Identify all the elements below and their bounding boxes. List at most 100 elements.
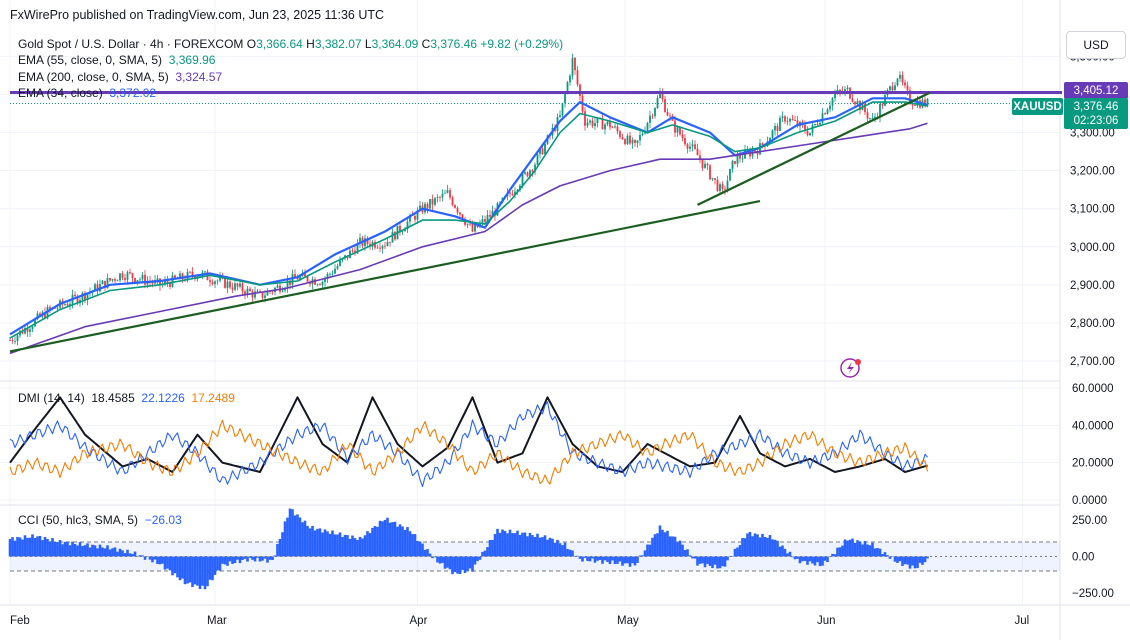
candle-body (646, 122, 649, 132)
cci-bar (48, 541, 52, 557)
dmi-legend[interactable]: DMI (14, 14) 18.4585 22.1226 17.2489 (18, 391, 235, 405)
candle-body (451, 197, 454, 206)
candle-body (36, 313, 39, 320)
cci-bar (208, 556, 212, 580)
cci-bar (391, 522, 394, 557)
cci-bar (233, 556, 237, 564)
ema200-legend[interactable]: EMA (200, close, 0, SMA, 5) 3,324.57 (18, 70, 222, 84)
candle-body (574, 57, 576, 71)
cci-bar (621, 556, 624, 566)
candle-body (756, 151, 759, 155)
candle-body (869, 118, 871, 120)
candle-body (296, 277, 299, 280)
candle-body (726, 180, 729, 190)
time-axis[interactable]: Feb Mar Apr May Jun Jul (10, 615, 1029, 627)
cci-bar (541, 537, 544, 557)
cci-bar (861, 544, 864, 557)
cci-bar (376, 526, 379, 557)
cci-bar (703, 556, 707, 568)
candle-body (64, 304, 66, 305)
cci-bar (768, 535, 772, 557)
level-badge-value: 3,405.12 (1074, 85, 1119, 97)
trendline[interactable] (9, 200, 761, 353)
cci-bar (911, 556, 914, 566)
price-tick-label: 3,200.00 (1070, 166, 1115, 178)
cci-bar (23, 535, 27, 557)
cci-bar (833, 554, 837, 557)
candle-body (179, 273, 181, 280)
dmi-plus-line (9, 401, 928, 488)
trendline[interactable] (697, 91, 931, 206)
symbol-legend[interactable]: Gold Spot / U.S. Dollar · 4h · FOREXCOM … (18, 37, 563, 51)
candle-body (741, 158, 744, 160)
currency-button[interactable]: USD (1066, 31, 1126, 59)
cci-bar (716, 556, 719, 569)
trendlines[interactable] (9, 91, 1062, 353)
candle-body (719, 184, 721, 192)
candle-body (636, 140, 639, 144)
cci-bar (513, 533, 517, 557)
candle-body (706, 163, 709, 166)
ema34-line (9, 97, 928, 336)
candle-body (291, 274, 294, 285)
cci-bar (463, 556, 467, 573)
cci-bar (886, 555, 889, 557)
ema55-legend[interactable]: EMA (55, close, 0, SMA, 5) 3,369.96 (18, 53, 215, 67)
cci-bar (436, 556, 439, 563)
candle-body (634, 139, 636, 144)
cci-bar (41, 540, 44, 557)
cci-bar (641, 555, 644, 557)
cci-bar (591, 556, 594, 559)
candle-body (914, 105, 916, 106)
dmi-lines (9, 396, 929, 488)
candle-body (711, 178, 714, 180)
cci-bar (471, 556, 474, 572)
cci-bar (118, 548, 122, 557)
candle-body (181, 273, 184, 280)
cci-bar (856, 540, 859, 557)
candle-body (774, 125, 776, 131)
candle-body (144, 274, 146, 285)
candle-body (316, 284, 319, 286)
cci-bar (268, 556, 272, 560)
cci-bar (176, 556, 179, 578)
cci-bar (56, 541, 59, 557)
candle-body (169, 283, 171, 287)
dmi-tick-label: 60.0000 (1072, 383, 1114, 395)
last-price-badge (1064, 98, 1128, 129)
cci-bar (796, 556, 799, 559)
candle-body (629, 135, 631, 144)
candle-body (621, 137, 624, 140)
cci-bar (773, 539, 777, 557)
cci-bar (863, 541, 867, 557)
candle-body (364, 238, 366, 247)
ohlc-high: 3,382.07 (314, 37, 362, 51)
ohlc-c-label: C (421, 37, 431, 51)
cci-bar (293, 515, 297, 557)
ema34-legend[interactable]: EMA (34, close) 3,372.02 (18, 86, 156, 100)
cci-bar (906, 556, 909, 565)
cci-bar (198, 556, 202, 589)
cci-bar (633, 556, 637, 566)
candle-body (524, 172, 526, 174)
cci-bar (923, 556, 927, 563)
price-tick-label: 2,700.00 (1070, 356, 1115, 368)
cci-bar (338, 532, 342, 557)
replay-icon[interactable] (840, 358, 861, 378)
cci-bar (503, 530, 507, 557)
candle-body (816, 123, 819, 125)
cci-bar (686, 549, 689, 557)
candle-body (191, 271, 194, 276)
candle-body (731, 161, 734, 169)
cci-legend[interactable]: CCI (50, hlc3, SMA, 5) −26.03 (18, 513, 182, 527)
price-axis[interactable]: 3,500.003,400.003,300.003,200.003,100.00… (1070, 51, 1115, 599)
cci-bar (113, 547, 117, 557)
cci-bar (321, 532, 324, 557)
candle-body (431, 198, 434, 205)
cci-bar (531, 535, 534, 557)
cci-bar (788, 551, 792, 557)
candle-body (429, 198, 431, 209)
candle-body (631, 139, 634, 144)
candle-body (289, 280, 291, 285)
